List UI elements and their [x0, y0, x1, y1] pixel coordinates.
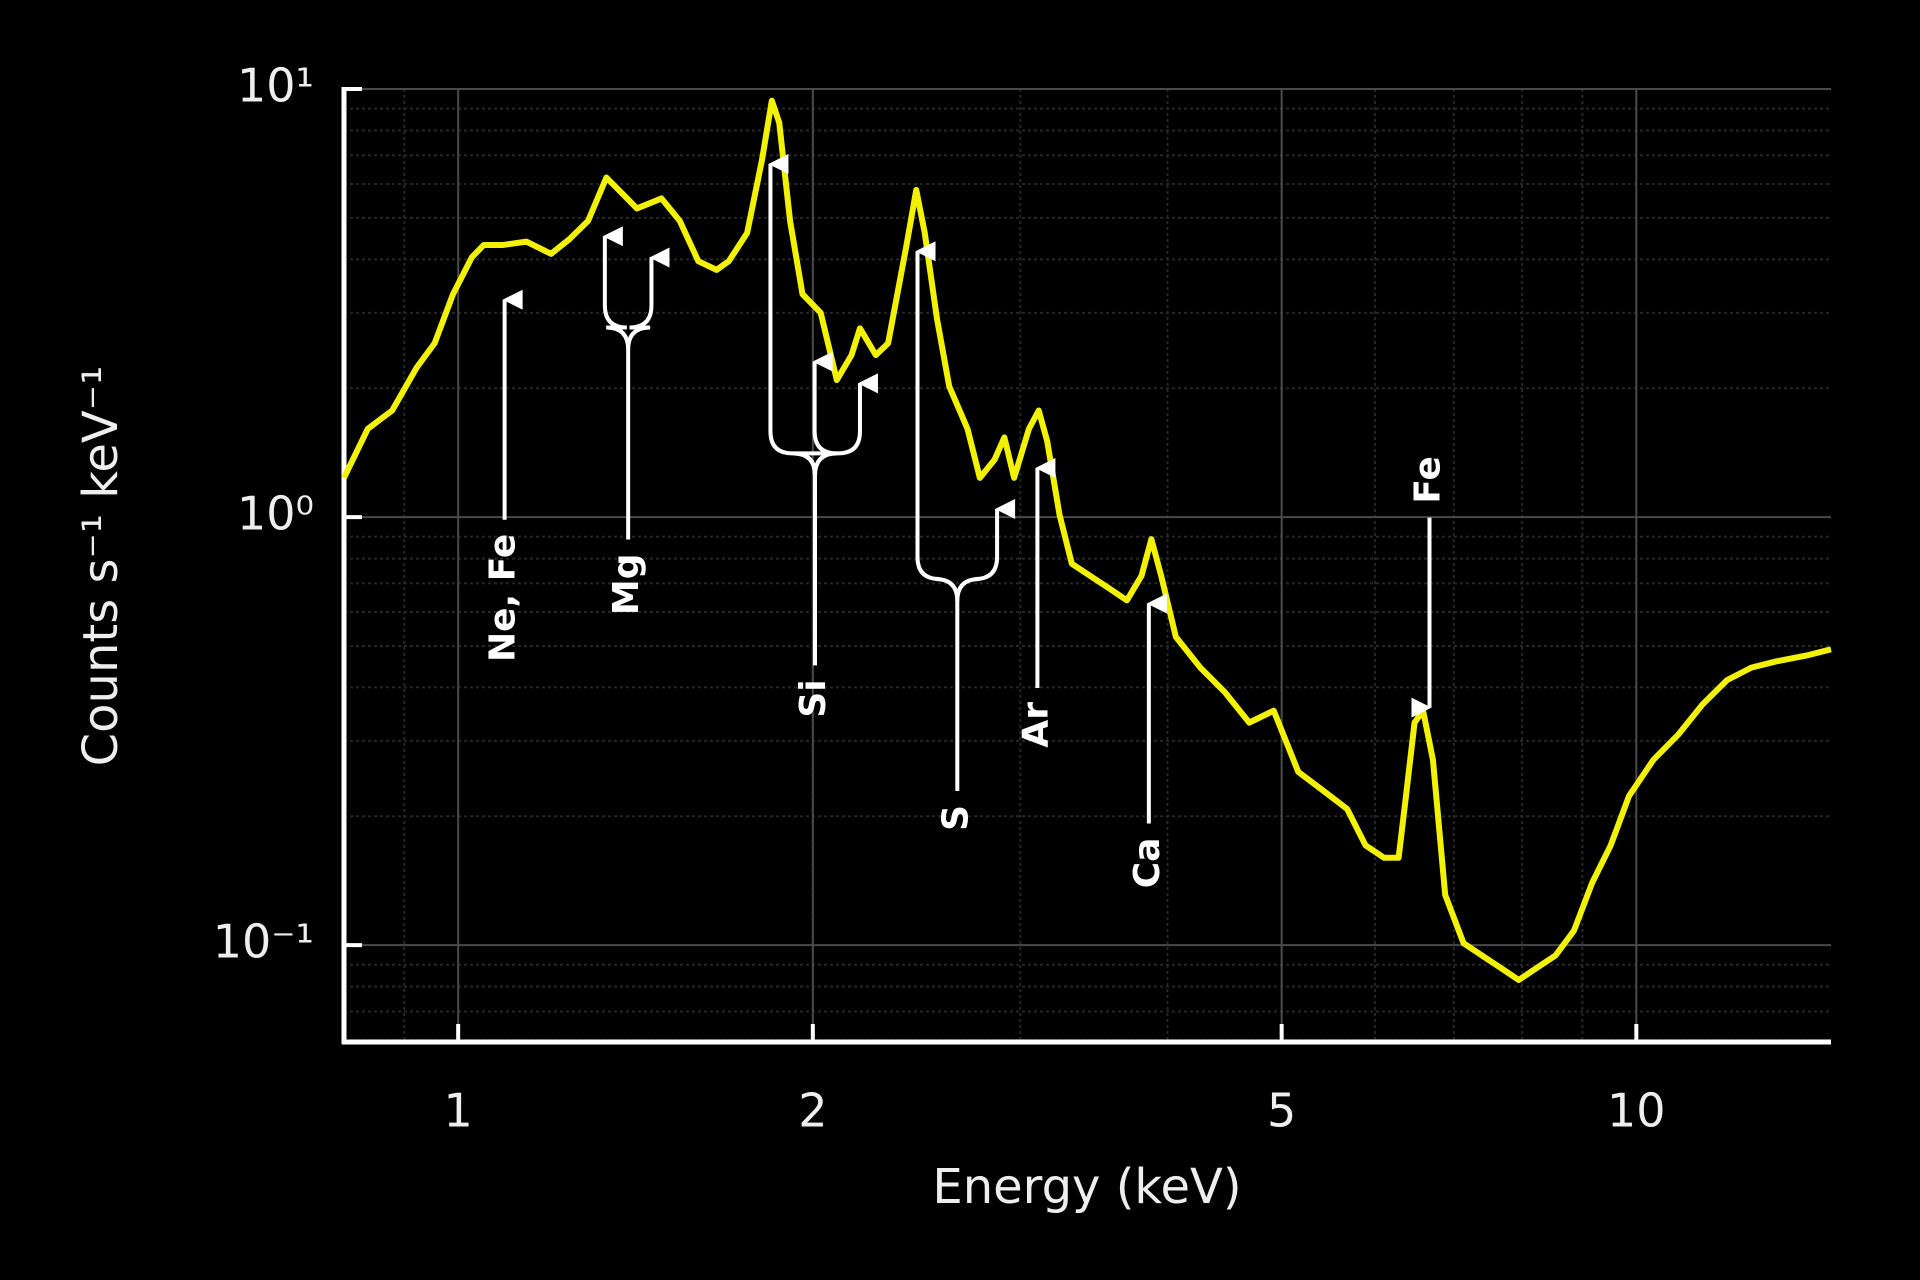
annotation: S — [915, 241, 1016, 831]
annotation: Mg — [602, 226, 670, 616]
x-tick-label: 5 — [1267, 1084, 1296, 1138]
x-tick-label: 2 — [798, 1084, 827, 1138]
annotation-label: Mg — [606, 554, 647, 616]
spectrum-line — [341, 97, 1832, 984]
y-tick-label: 10⁻¹ — [213, 915, 314, 969]
x-tick-label: 1 — [444, 1084, 473, 1138]
annotation: Ar — [1015, 457, 1056, 748]
annotation: Ne, Fe — [483, 289, 524, 662]
x-axis-label: Energy (keV) — [932, 1159, 1241, 1215]
annotation-arrow — [813, 373, 878, 476]
annotation-label: Ne, Fe — [483, 534, 524, 662]
annotation-label: Ar — [1015, 702, 1056, 748]
y-tick-label: 10¹ — [237, 59, 314, 113]
annotation-label: Ca — [1127, 838, 1168, 889]
annotation: Ca — [1127, 593, 1168, 889]
x-tick-label: 10 — [1607, 1084, 1666, 1138]
annotation-label: S — [935, 805, 976, 831]
annotation: Si — [768, 154, 878, 718]
annotation-arrow — [626, 247, 670, 350]
annotation-label: Si — [793, 679, 834, 717]
y-axis-label: Counts s⁻¹ keV⁻¹ — [73, 366, 129, 767]
annotation-arrow — [955, 498, 1016, 602]
annotation: Fe — [1407, 456, 1448, 718]
annotation-arrow — [915, 241, 960, 602]
y-tick-label: 10⁰ — [237, 487, 314, 541]
annotation-label: Fe — [1407, 456, 1448, 504]
